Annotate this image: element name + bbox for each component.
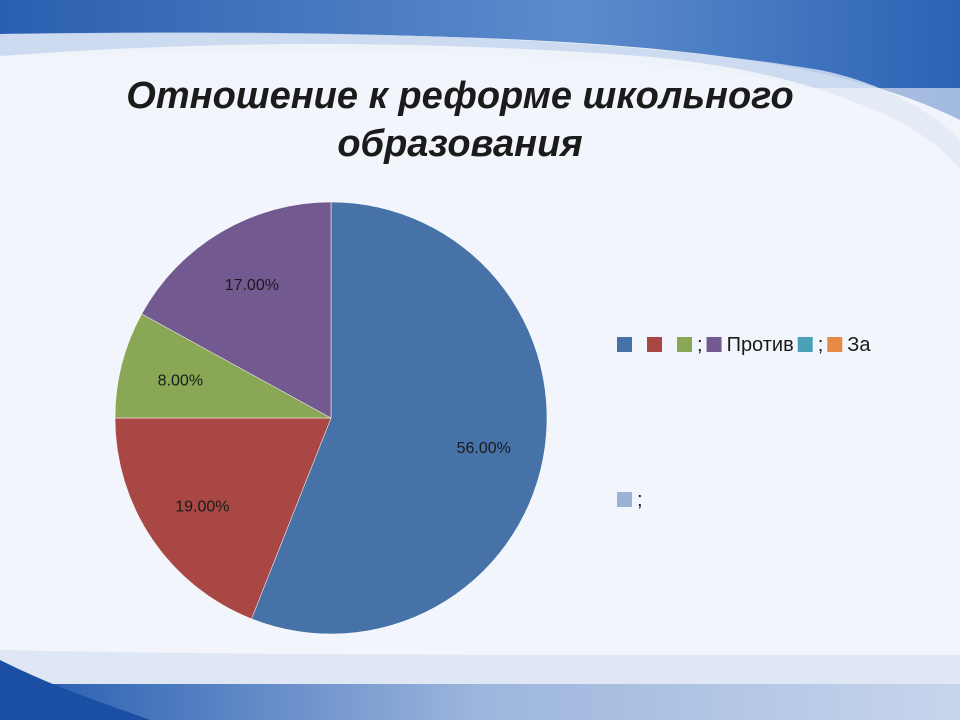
legend-swatch-row1-4 (706, 337, 722, 352)
pie-slice-1 (251, 201, 548, 635)
legend-label-row1-5: ; (818, 334, 824, 356)
legend-label-row1-6: За (847, 334, 871, 356)
pie-slice-2 (114, 417, 332, 620)
pie-slice-4 (141, 201, 332, 419)
legend-swatch-row1-1 (617, 337, 632, 352)
legend-label-row1-3: ; (697, 334, 703, 356)
legend-swatch-row1-2 (647, 337, 662, 352)
legend-label-row2-1: ; (637, 489, 643, 511)
data-label-2: 19.00% (175, 498, 229, 515)
slide-title: Отношение к реформе школьного образовани… (126, 75, 794, 165)
legend-swatch-row1-6 (827, 337, 843, 352)
data-label-3: 8.00% (158, 372, 203, 389)
chart-legend: ; Против; За; (617, 334, 871, 511)
legend-label-row1-4: Против (727, 334, 794, 356)
pie-slice-3 (114, 313, 332, 419)
legend-swatch-row1-5 (797, 337, 813, 352)
data-label-1: 56.00% (457, 440, 511, 457)
legend-swatch-row1-3 (677, 337, 692, 352)
legend-swatch-row2-1 (617, 492, 632, 507)
data-label-4: 17.00% (225, 277, 279, 294)
